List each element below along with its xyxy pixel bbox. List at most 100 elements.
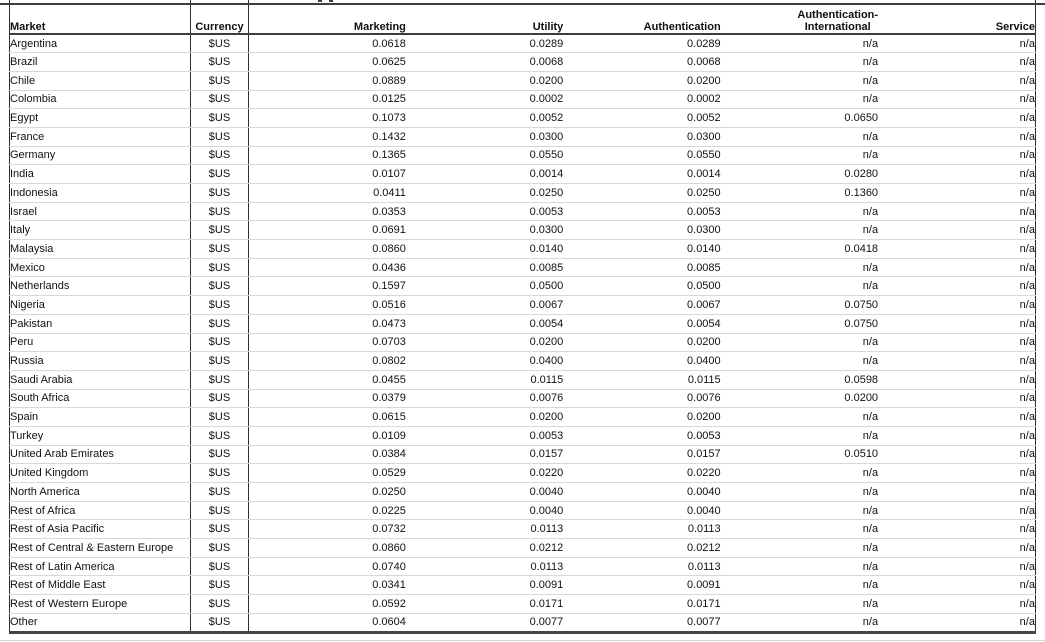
authentication-rate-cell: 0.0200 — [563, 71, 721, 91]
table-row: South Africa $US 0.0379 0.0076 0.0076 0.… — [9, 389, 1036, 409]
service-rate-cell: n/a — [878, 557, 1036, 577]
utility-rate-cell: 0.0040 — [405, 501, 564, 521]
marketing-rate-cell: 0.0353 — [247, 202, 406, 222]
table-row: Rest of Central & Eastern Europe $US 0.0… — [9, 538, 1036, 558]
currency-cell: $US — [190, 501, 249, 521]
marketing-rate-cell: 0.0384 — [247, 445, 406, 465]
table-row: Indonesia $US 0.0411 0.0250 0.0250 0.136… — [9, 183, 1036, 203]
authentication-international-label: Authentication- International — [797, 9, 879, 33]
rates-table: Market Currency Marketing Utility Authen… — [9, 0, 1036, 634]
currency-cell: $US — [190, 426, 249, 446]
utility-rate-cell: 0.0014 — [405, 164, 564, 184]
authentication-rate-cell: 0.0076 — [563, 389, 721, 409]
utility-rate-cell: 0.0400 — [405, 351, 564, 371]
service-rate-cell: n/a — [878, 164, 1036, 184]
authentication-international-rate-cell: n/a — [720, 575, 879, 596]
authentication-rate-cell: 0.0289 — [563, 34, 721, 54]
table-row: North America $US 0.0250 0.0040 0.0040 n… — [9, 482, 1036, 502]
currency-cell: $US — [190, 519, 249, 540]
market-cell: Rest of Western Europe — [9, 594, 191, 614]
market-cell: United Arab Emirates — [9, 445, 191, 465]
authentication-international-rate-cell: 0.0280 — [720, 164, 879, 184]
authentication-international-rate-cell: 0.0510 — [720, 445, 879, 465]
authentication-international-rate-cell: n/a — [720, 519, 879, 540]
utility-rate-cell: 0.0077 — [405, 613, 564, 634]
utility-rate-cell: 0.0300 — [405, 127, 564, 147]
market-cell: Rest of Africa — [9, 501, 191, 521]
table-row: Rest of Middle East $US 0.0341 0.0091 0.… — [9, 575, 1036, 596]
col-header-currency: Currency — [190, 0, 249, 35]
marketing-rate-cell: 0.0455 — [247, 370, 406, 390]
currency-cell: $US — [190, 370, 249, 390]
market-cell: France — [9, 127, 191, 147]
currency-cell: $US — [190, 108, 249, 128]
col-header-authentication: Authentication — [563, 0, 721, 35]
currency-cell: $US — [190, 183, 249, 203]
utility-rate-cell: 0.0300 — [405, 220, 564, 241]
marketing-rate-cell: 0.0703 — [247, 333, 406, 353]
authentication-rate-cell: 0.0300 — [563, 220, 721, 241]
table-row: Other $US 0.0604 0.0077 0.0077 n/a n/a — [9, 613, 1036, 634]
utility-rate-cell: 0.0113 — [405, 557, 564, 577]
table-row: Argentina $US 0.0618 0.0289 0.0289 n/a n… — [9, 34, 1036, 54]
market-cell: Malaysia — [9, 239, 191, 259]
table-row: Colombia $US 0.0125 0.0002 0.0002 n/a n/… — [9, 90, 1036, 110]
marketing-rate-cell: 0.0732 — [247, 519, 406, 540]
authentication-rate-cell: 0.0140 — [563, 239, 721, 259]
marketing-rate-cell: 0.0802 — [247, 351, 406, 371]
currency-cell: $US — [190, 407, 249, 427]
currency-cell: $US — [190, 333, 249, 353]
market-cell: Brazil — [9, 52, 191, 72]
currency-cell: $US — [190, 127, 249, 147]
utility-rate-cell: 0.0157 — [405, 445, 564, 465]
authentication-rate-cell: 0.0115 — [563, 370, 721, 390]
currency-cell: $US — [190, 258, 249, 278]
service-rate-cell: n/a — [878, 370, 1036, 390]
authentication-international-rate-cell: n/a — [720, 276, 879, 297]
authentication-international-rate-cell: n/a — [720, 90, 879, 110]
authentication-rate-cell: 0.0077 — [563, 613, 721, 634]
utility-rate-cell: 0.0115 — [405, 370, 564, 390]
market-cell: Turkey — [9, 426, 191, 446]
currency-cell: $US — [190, 239, 249, 259]
authentication-rate-cell: 0.0113 — [563, 557, 721, 577]
authentication-international-rate-cell: n/a — [720, 426, 879, 446]
utility-rate-cell: 0.0091 — [405, 575, 564, 596]
col-header-service: Service — [878, 0, 1036, 35]
table-row: Rest of Africa $US 0.0225 0.0040 0.0040 … — [9, 501, 1036, 521]
table-row: Israel $US 0.0353 0.0053 0.0053 n/a n/a — [9, 202, 1036, 222]
authentication-international-rate-cell: n/a — [720, 463, 879, 483]
marketing-rate-cell: 0.0436 — [247, 258, 406, 278]
authentication-international-rate-cell: 0.0750 — [720, 295, 879, 315]
marketing-rate-cell: 0.0411 — [247, 183, 406, 203]
market-cell: Indonesia — [9, 183, 191, 203]
table-row: Russia $US 0.0802 0.0400 0.0400 n/a n/a — [9, 351, 1036, 371]
authentication-international-rate-cell: 0.0200 — [720, 389, 879, 409]
market-cell: Italy — [9, 220, 191, 241]
marketing-rate-cell: 0.0379 — [247, 389, 406, 409]
service-rate-cell: n/a — [878, 220, 1036, 241]
service-rate-cell: n/a — [878, 575, 1036, 596]
service-rate-cell: n/a — [878, 295, 1036, 315]
table-row: Peru $US 0.0703 0.0200 0.0200 n/a n/a — [9, 333, 1036, 353]
table-row: France $US 0.1432 0.0300 0.0300 n/a n/a — [9, 127, 1036, 147]
market-cell: Rest of Central & Eastern Europe — [9, 538, 191, 558]
authentication-international-rate-cell: 0.0598 — [720, 370, 879, 390]
utility-rate-cell: 0.0085 — [405, 258, 564, 278]
authentication-international-rate-cell: n/a — [720, 407, 879, 427]
table-row: Spain $US 0.0615 0.0200 0.0200 n/a n/a — [9, 407, 1036, 427]
authentication-rate-cell: 0.0053 — [563, 426, 721, 446]
table-row: Italy $US 0.0691 0.0300 0.0300 n/a n/a — [9, 220, 1036, 241]
marketing-rate-cell: 0.0615 — [247, 407, 406, 427]
authentication-international-rate-cell: n/a — [720, 220, 879, 241]
table-row: Saudi Arabia $US 0.0455 0.0115 0.0115 0.… — [9, 370, 1036, 390]
marketing-rate-cell: 0.0691 — [247, 220, 406, 241]
authentication-international-rate-cell: n/a — [720, 146, 879, 166]
service-rate-cell: n/a — [878, 501, 1036, 521]
market-cell: South Africa — [9, 389, 191, 409]
currency-cell: $US — [190, 202, 249, 222]
service-rate-cell: n/a — [878, 127, 1036, 147]
marketing-rate-cell: 0.0125 — [247, 90, 406, 110]
header-row: Market Currency Marketing Utility Authen… — [9, 0, 1036, 35]
utility-rate-cell: 0.0250 — [405, 183, 564, 203]
